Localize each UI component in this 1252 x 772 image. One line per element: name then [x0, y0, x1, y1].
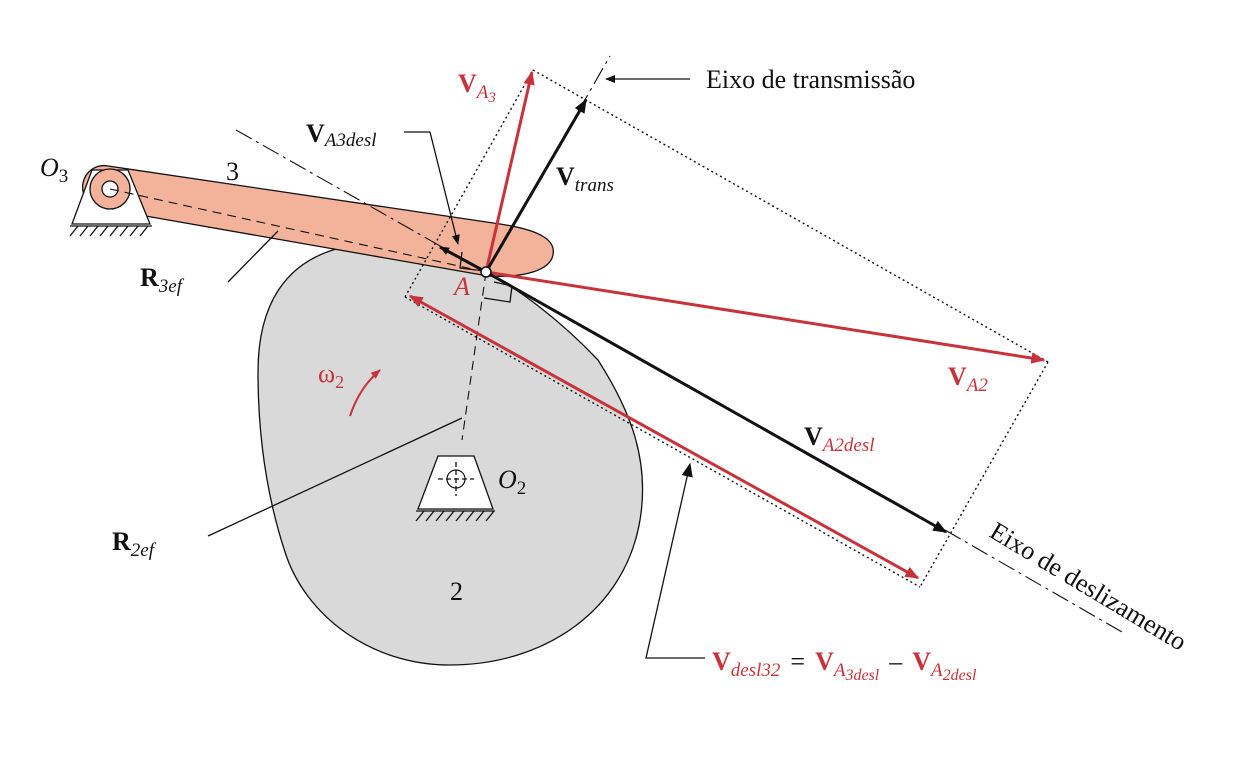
r2ef-sub: 2ef [131, 540, 157, 561]
eq-v1-sub: desl32 [731, 660, 781, 681]
label-omega2: ω2 [318, 359, 344, 392]
vector-va3 [484, 70, 535, 273]
omega2-arrow [349, 369, 381, 417]
label-va3: VA3 [458, 69, 496, 106]
vector-vtrans [484, 98, 588, 273]
r3ef-dashed-line [109, 188, 487, 273]
eq-v2: V [815, 647, 834, 676]
va3-main: V [458, 69, 477, 98]
va3desl-sub: A [323, 130, 337, 151]
label-cam: 2 [450, 577, 463, 606]
va3-subsub: 3 [487, 90, 496, 106]
eq-leader [645, 462, 705, 659]
eq-v2-subsub: 3desl [844, 667, 879, 684]
o3-sub: 3 [59, 166, 69, 187]
vector-va3desl [439, 245, 487, 274]
contact-point-a [480, 266, 492, 278]
label-eixo-deslizamento: Eixo de deslizamento [985, 516, 1192, 656]
omega-sub: 2 [335, 372, 344, 392]
sliding-axis [235, 129, 487, 273]
va2desl-main: V [804, 422, 823, 451]
label-va2: VA2 [948, 362, 988, 396]
ground-pivot-o3 [69, 168, 152, 237]
label-o2: O2 [498, 465, 526, 499]
va3desl-main: V [306, 119, 325, 148]
va2-sub: A2 [965, 375, 989, 396]
va3-sub: A [475, 82, 489, 103]
vtrans-sub: trans [575, 175, 614, 196]
eq-v2-sub: A [832, 660, 846, 681]
r2ef-main: R [112, 527, 131, 556]
eq-v1: V [712, 647, 731, 676]
va2desl-sub: A2desl [821, 435, 875, 456]
va3desl-leader [404, 131, 460, 245]
eq-equals: = [790, 647, 805, 676]
label-o3: O3 [40, 153, 68, 187]
label-point-a: A [452, 272, 470, 301]
omega-main: ω [318, 359, 335, 388]
o3-main: O [40, 153, 59, 182]
sliding-axis-extension [944, 529, 1123, 633]
label-link3: 3 [226, 157, 239, 186]
label-r2ef: R2ef [112, 527, 157, 561]
label-vtrans: Vtrans [556, 162, 614, 196]
label-equation: Vdesl32 = VA3desl – VA2desl [712, 647, 977, 684]
va3desl-subsub: 3desl [335, 130, 376, 151]
label-r3ef: R3ef [140, 263, 185, 297]
vtrans-main: V [556, 162, 575, 191]
eq-minus: – [888, 647, 903, 676]
label-eixo-transmissao: Eixo de transmissão [706, 65, 915, 94]
o2-main: O [498, 465, 517, 494]
label-va3desl: VA3desl [306, 119, 377, 151]
label-va2desl: VA2desl [804, 422, 875, 456]
eq-v3: V [912, 647, 931, 676]
va2-main: V [948, 362, 967, 391]
r3ef-main: R [140, 263, 159, 292]
o2-sub: 2 [517, 478, 527, 499]
vector-vdesl32 [408, 294, 920, 580]
eq-v3-subsub: 2desl [943, 667, 977, 684]
r3ef-sub: 3ef [158, 276, 185, 297]
r3ef-leader [227, 230, 279, 283]
eq-v3-sub: A [929, 660, 943, 681]
